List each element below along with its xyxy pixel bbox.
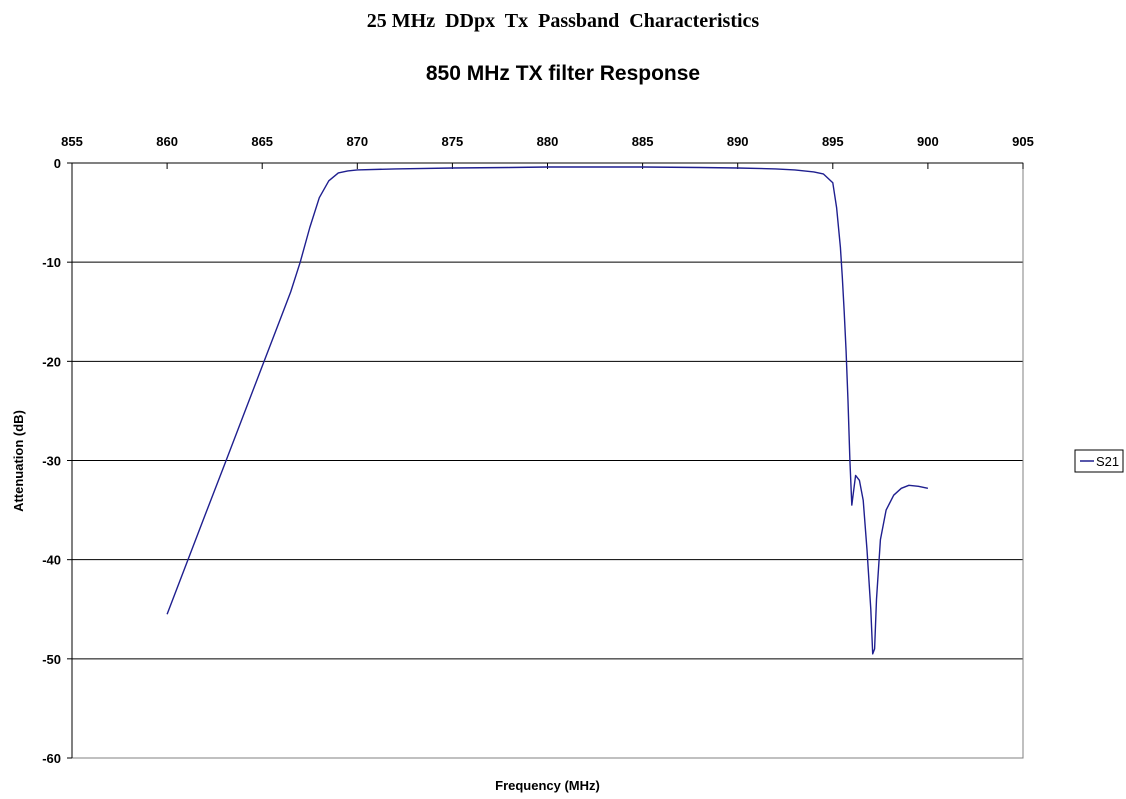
y-tick-label-5: -50: [42, 652, 61, 667]
x-tick-label-1: 860: [156, 134, 178, 149]
x-tick-label-4: 875: [442, 134, 464, 149]
x-tick-label-2: 865: [251, 134, 273, 149]
y-tick-label-6: -60: [42, 751, 61, 766]
legend-label-s21: S21: [1096, 454, 1119, 469]
x-tick-label-6: 885: [632, 134, 654, 149]
legend-box: [1074, 449, 1124, 473]
series-line-s21: [166, 166, 929, 655]
y-axis-title: Attenuation (dB): [11, 410, 26, 512]
legend: S21: [1074, 449, 1124, 473]
x-axis-title: Frequency (MHz): [495, 778, 600, 793]
y-axis-ticks: 0 -10 -20 -30 -40 -50 -60: [42, 156, 72, 766]
x-tick-label-9: 900: [917, 134, 939, 149]
x-tick-label-8: 895: [822, 134, 844, 149]
x-tick-label-10: 905: [1012, 134, 1034, 149]
x-tick-label-0: 855: [61, 134, 83, 149]
series-layer: [166, 166, 929, 655]
x-tick-label-7: 890: [727, 134, 749, 149]
gridlines: [72, 261, 1023, 660]
x-axis-ticks: 855 860 865 870 875 880 885 890 895 900 905: [61, 134, 1034, 169]
y-tick-label-3: -30: [42, 454, 61, 469]
chart-title: 850 MHz TX filter Response: [425, 62, 701, 85]
y-tick-label-2: -20: [42, 354, 61, 369]
y-tick-label-4: -40: [42, 553, 61, 568]
y-tick-label-1: -10: [42, 255, 61, 270]
document-title: 25 MHz DDpx Tx Passband Characteristics: [366, 10, 760, 32]
x-tick-label-3: 870: [346, 134, 368, 149]
y-tick-label-0: 0: [54, 156, 61, 171]
x-tick-label-5: 880: [537, 134, 559, 149]
